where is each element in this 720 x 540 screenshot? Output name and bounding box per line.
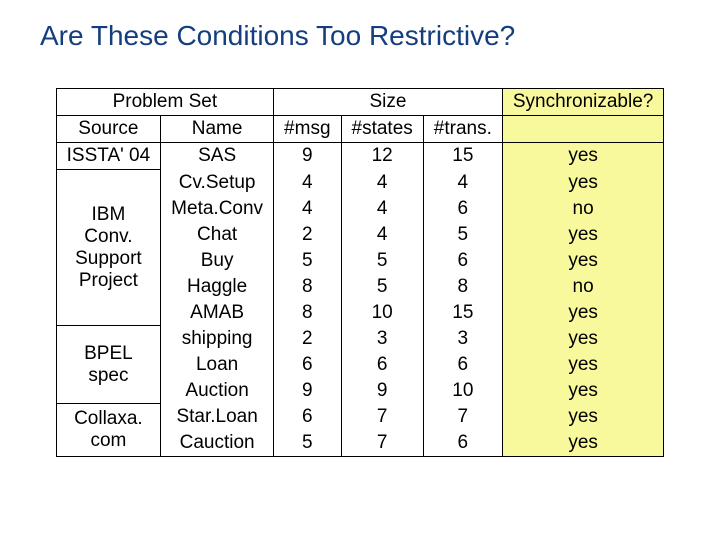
conditions-table: Problem Set Size Synchronizable? Source … [56, 88, 665, 457]
row-name: Cauction [161, 430, 274, 457]
cell: 7 [341, 404, 423, 430]
cell: yes [502, 300, 663, 326]
cell: 9 [274, 378, 341, 404]
col-sync: Synchronizable? [502, 89, 663, 116]
row-name: Haggle [161, 274, 274, 300]
cell: yes [502, 143, 663, 170]
cell: yes [502, 326, 663, 352]
cell: 4 [341, 196, 423, 222]
cell: yes [502, 222, 663, 248]
col-nmsg: #msg [274, 116, 341, 143]
cell: yes [502, 170, 663, 196]
cell: yes [502, 248, 663, 274]
col-sync-blank [502, 116, 663, 143]
cell: 10 [341, 300, 423, 326]
cell: 4 [341, 170, 423, 196]
cell: yes [502, 404, 663, 430]
col-size: Size [274, 89, 503, 116]
cell: 7 [341, 430, 423, 457]
col-problem-set: Problem Set [56, 89, 273, 116]
cell: 4 [274, 170, 341, 196]
cell: 6 [274, 404, 341, 430]
cell: 9 [341, 378, 423, 404]
cell: 8 [423, 274, 502, 300]
row-name: Cv.Setup [161, 170, 274, 196]
col-source: Source [56, 116, 161, 143]
row-name: Chat [161, 222, 274, 248]
src-issta: ISSTA' 04 [56, 143, 161, 170]
src-ibm: IBMConv.SupportProject [56, 170, 161, 326]
cell: 5 [423, 222, 502, 248]
row-name: Star.Loan [161, 404, 274, 430]
cell: 8 [274, 300, 341, 326]
row-name: Loan [161, 352, 274, 378]
cell: yes [502, 430, 663, 457]
cell: 6 [423, 248, 502, 274]
cell: 15 [423, 143, 502, 170]
row-name: AMAB [161, 300, 274, 326]
cell: 2 [274, 326, 341, 352]
cell: 4 [341, 222, 423, 248]
col-ntrans: #trans. [423, 116, 502, 143]
cell: 5 [274, 248, 341, 274]
cell: 7 [423, 404, 502, 430]
col-name: Name [161, 116, 274, 143]
cell: 6 [423, 430, 502, 457]
cell: no [502, 274, 663, 300]
cell: 12 [341, 143, 423, 170]
cell: 6 [274, 352, 341, 378]
row-name: Meta.Conv [161, 196, 274, 222]
cell: 2 [274, 222, 341, 248]
cell: 10 [423, 378, 502, 404]
cell: 6 [423, 196, 502, 222]
cell: 8 [274, 274, 341, 300]
row-name: shipping [161, 326, 274, 352]
cell: 5 [274, 430, 341, 457]
cell: 15 [423, 300, 502, 326]
slide-title: Are These Conditions Too Restrictive? [40, 20, 680, 52]
cell: 3 [423, 326, 502, 352]
cell: 5 [341, 248, 423, 274]
cell: 5 [341, 274, 423, 300]
col-nstates: #states [341, 116, 423, 143]
cell: 9 [274, 143, 341, 170]
cell: 4 [423, 170, 502, 196]
cell: yes [502, 352, 663, 378]
cell: 6 [423, 352, 502, 378]
row-name: Buy [161, 248, 274, 274]
row-name: SAS [161, 143, 274, 170]
src-bpel: BPELspec [56, 326, 161, 404]
cell: no [502, 196, 663, 222]
row-name: Auction [161, 378, 274, 404]
cell: 6 [341, 352, 423, 378]
cell: yes [502, 378, 663, 404]
cell: 4 [274, 196, 341, 222]
cell: 3 [341, 326, 423, 352]
src-collaxa: Collaxa.com [56, 404, 161, 457]
